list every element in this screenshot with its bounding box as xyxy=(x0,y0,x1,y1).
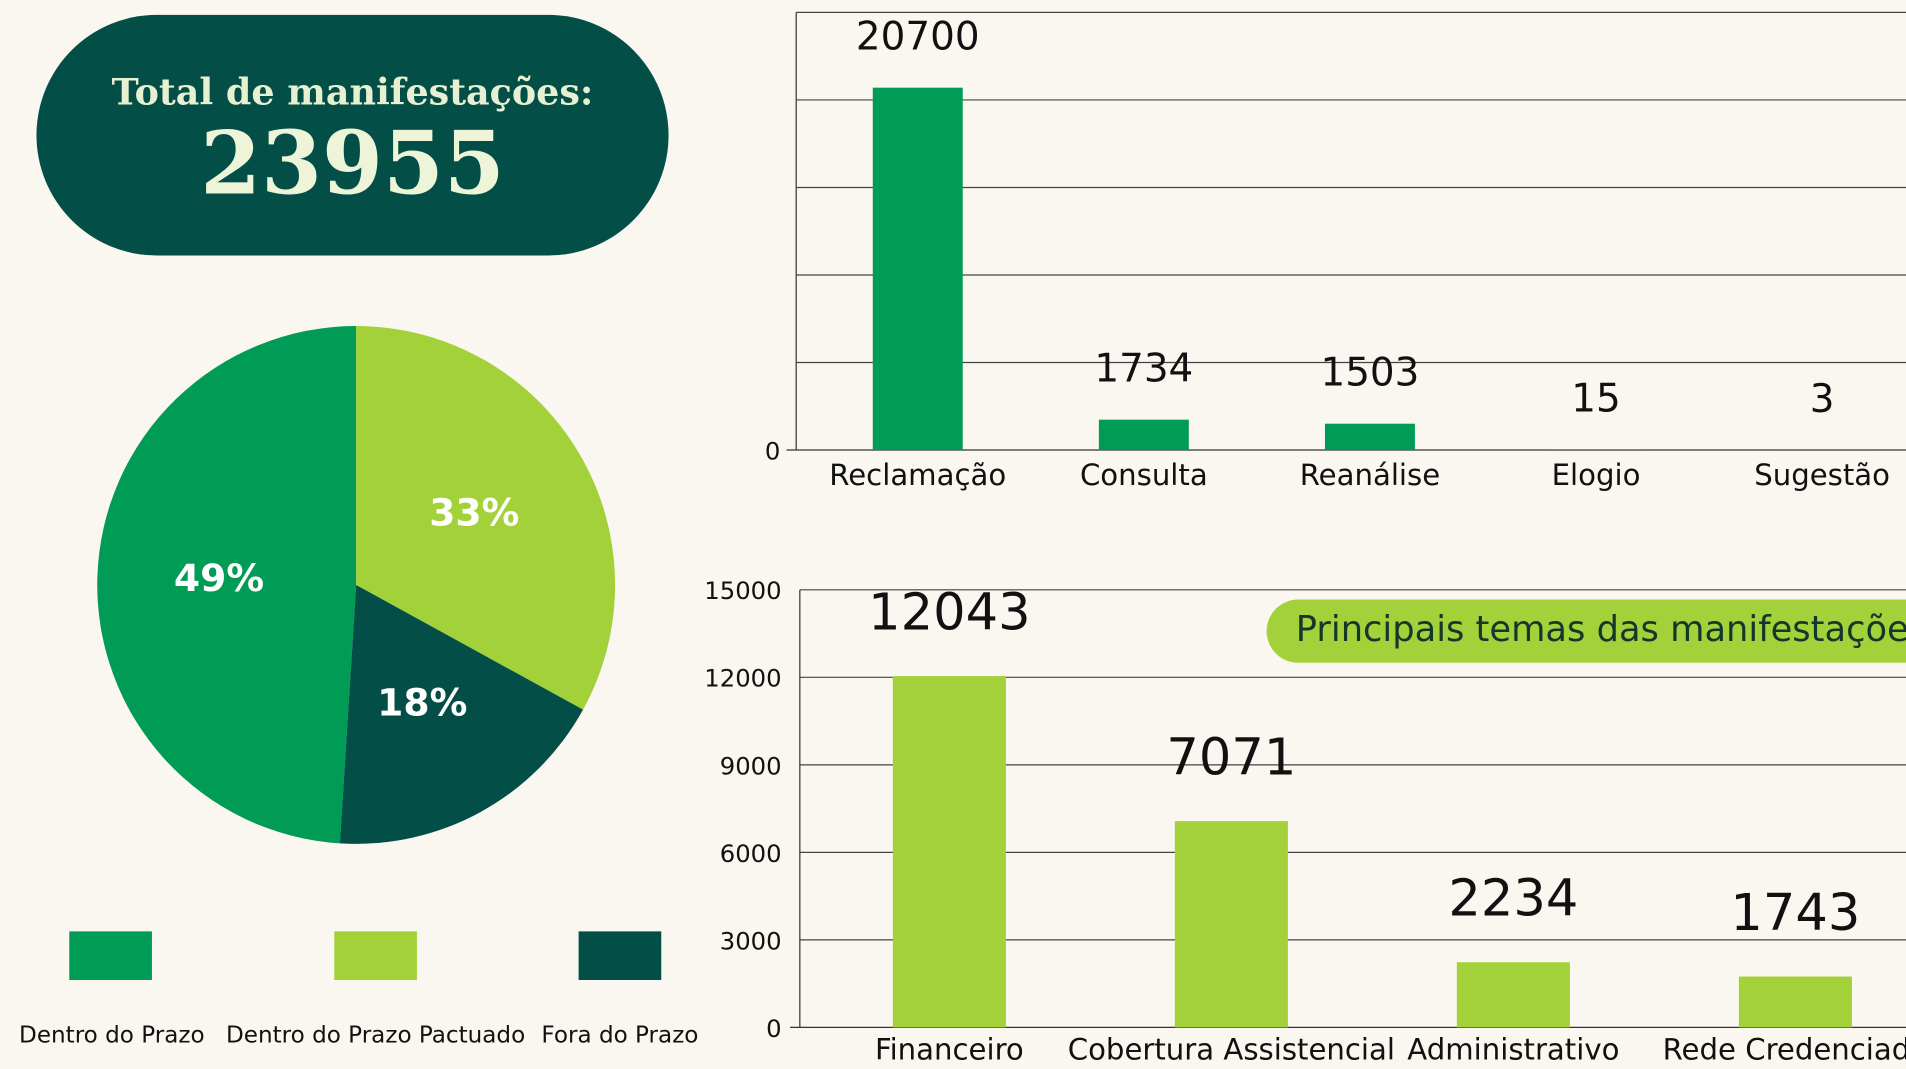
x-tick-label: Financeiro xyxy=(875,1033,1024,1067)
y-tick-label: 0 xyxy=(765,436,780,465)
value-label: 15 xyxy=(1571,377,1620,422)
total-value: 23955 xyxy=(200,111,504,214)
chart-title: Principais temas das manifestações xyxy=(1296,609,1906,650)
x-tick-label: Sugestão xyxy=(1754,458,1890,492)
y-tick-label: 15000 xyxy=(704,576,781,605)
y-tick-label: 0 xyxy=(766,1014,781,1043)
theme-pill xyxy=(1266,599,1906,663)
bar xyxy=(872,87,963,451)
x-tick-label: Rede Credenciada xyxy=(1663,1033,1906,1067)
pie-slice xyxy=(339,584,584,844)
legend-label: Dentro do Prazo Pactuado xyxy=(226,1022,525,1048)
y-tick-label: 9000 xyxy=(720,751,782,780)
value-label: 2234 xyxy=(1448,869,1578,928)
value-label: 1734 xyxy=(1094,347,1193,392)
y-tick-label: 12000 xyxy=(704,664,781,693)
value-label: 7071 xyxy=(1166,728,1296,787)
bar xyxy=(1324,423,1415,451)
x-tick-label: Administrativo xyxy=(1407,1033,1619,1067)
x-tick-label: Reanálise xyxy=(1300,458,1440,492)
total-pill xyxy=(36,14,669,256)
pie-slice xyxy=(356,326,616,710)
pie-slice xyxy=(97,326,357,844)
x-tick-label: Reclamação xyxy=(829,458,1006,492)
slice-label: 49% xyxy=(174,556,264,600)
y-tick-label: 6000 xyxy=(720,839,782,868)
legend-swatch xyxy=(334,931,417,981)
x-tick-label: Cobertura Assistencial xyxy=(1068,1033,1395,1067)
x-tick-label: Elogio xyxy=(1552,458,1641,492)
legend-swatch xyxy=(578,931,662,981)
total-title: Total de manifestações: xyxy=(112,71,594,114)
x-tick-label: Consulta xyxy=(1080,458,1208,492)
legend-label: Fora do Prazo xyxy=(541,1022,698,1048)
bar xyxy=(892,676,1006,1028)
bar xyxy=(1738,976,1852,1028)
bar xyxy=(1174,821,1288,1028)
value-label: 1503 xyxy=(1320,351,1419,396)
slice-label: 33% xyxy=(429,491,519,535)
value-label: 20700 xyxy=(856,15,980,60)
bar xyxy=(1098,419,1189,451)
bar xyxy=(1456,962,1570,1028)
legend-label: Dentro do Prazo xyxy=(19,1022,205,1048)
legend-swatch xyxy=(69,931,152,981)
value-label: 1743 xyxy=(1730,884,1860,943)
y-tick-label: 3000 xyxy=(720,926,782,955)
value-label: 3 xyxy=(1810,377,1835,422)
value-label: 12043 xyxy=(868,583,1030,642)
slice-label: 18% xyxy=(377,681,467,725)
